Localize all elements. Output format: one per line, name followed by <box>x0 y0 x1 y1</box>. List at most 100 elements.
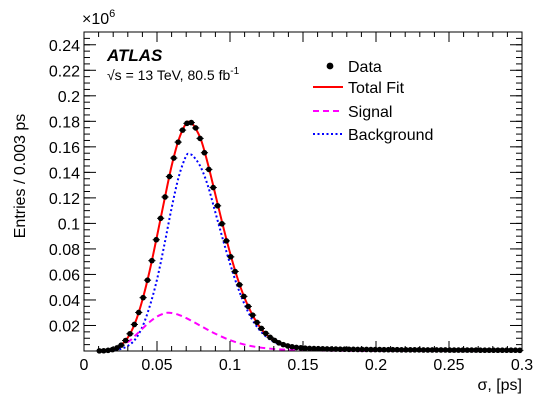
x-tick-label: 0.15 <box>287 357 318 374</box>
data-point <box>166 173 173 180</box>
data-point <box>298 345 304 351</box>
data-point <box>214 202 221 209</box>
data-point <box>446 347 453 353</box>
data-point <box>503 347 510 354</box>
data-point <box>289 343 295 350</box>
data-point <box>227 254 234 260</box>
data-point <box>328 346 335 352</box>
data-points-layer <box>95 119 524 354</box>
data-point <box>451 347 457 353</box>
series-line-background <box>105 152 523 352</box>
data-point <box>293 344 300 351</box>
data-point <box>197 135 203 142</box>
y-tick-label: 0.02 <box>49 318 80 335</box>
y-tick-label: 0.24 <box>49 38 80 55</box>
data-point <box>508 347 514 354</box>
x-tick-label: 0.2 <box>365 357 387 374</box>
legend: Data Total Fit Signal Background <box>313 59 433 144</box>
legend-item-background: Background <box>313 127 433 144</box>
data-point <box>495 347 501 354</box>
data-point <box>192 125 199 131</box>
y-tick-label: 0.06 <box>49 267 80 284</box>
data-point <box>324 346 330 352</box>
data-point <box>254 319 260 326</box>
data-point <box>464 347 471 353</box>
y-tick-label: 0.04 <box>49 293 80 310</box>
data-point <box>455 347 462 353</box>
data-point <box>201 149 208 156</box>
data-point <box>477 347 484 354</box>
data-point <box>460 347 466 353</box>
data-point <box>131 321 138 328</box>
data-point <box>249 312 256 318</box>
x-tick-label: 0.1 <box>219 357 241 374</box>
ticks-layer <box>83 31 523 352</box>
y-tick-label: 0.22 <box>49 63 80 80</box>
y-tick-label: 0.14 <box>49 165 80 182</box>
data-point <box>271 337 278 344</box>
y-tick-label: 0.1 <box>58 216 80 233</box>
data-point <box>170 155 177 161</box>
data-point <box>219 220 225 227</box>
legend-item-data: Data <box>326 59 382 76</box>
data-point <box>144 277 151 283</box>
data-point <box>302 345 308 351</box>
data-point <box>315 345 322 352</box>
data-point <box>127 330 133 337</box>
legend-label-background: Background <box>348 127 433 144</box>
data-point <box>486 347 492 354</box>
data-point <box>284 343 291 349</box>
data-point <box>188 119 195 126</box>
tick-labels-layer: 0 0.05 0.1 0.15 0.2 0.25 0.3 0.02 0.04 0.06 0.08 0.… <box>49 38 533 374</box>
legend-label-data: Data <box>348 59 382 76</box>
x-tick-label: 0 <box>80 357 89 374</box>
data-point <box>499 347 506 354</box>
series-line-signal <box>98 311 523 353</box>
data-point <box>512 347 519 354</box>
data-point <box>490 347 497 354</box>
y-axis-title: Entries / 0.003 ps <box>12 114 29 239</box>
data-point <box>184 120 190 127</box>
y-tick-label: 0.12 <box>49 191 80 208</box>
y-tick-label: 0.16 <box>49 140 80 157</box>
data-point <box>481 347 488 354</box>
data-point <box>241 293 247 300</box>
experiment-label: ATLAS <box>106 46 163 65</box>
data-point <box>175 139 181 145</box>
data-point <box>149 257 155 264</box>
data-point <box>262 330 269 337</box>
data-point <box>473 347 479 353</box>
x-tick-label: 0.05 <box>141 357 172 374</box>
data-point <box>333 346 339 352</box>
data-point <box>232 268 238 275</box>
data-point <box>468 347 475 353</box>
y-tick-label: 0.2 <box>58 89 80 106</box>
data-point <box>311 345 317 352</box>
data-point <box>306 345 313 352</box>
data-point <box>105 347 111 354</box>
data-point <box>140 294 146 301</box>
data-point <box>245 303 252 310</box>
x-tick-label: 0.3 <box>511 357 533 374</box>
y-tick-label: 0.08 <box>49 242 80 259</box>
legend-label-signal: Signal <box>348 104 392 121</box>
data-point <box>236 281 243 288</box>
x-axis-title: σ, [ps] <box>477 377 522 394</box>
data-point <box>267 334 273 341</box>
data-point <box>206 166 212 173</box>
data-point <box>157 215 164 222</box>
data-point <box>153 236 160 243</box>
data-point <box>210 184 217 191</box>
data-point <box>118 342 125 348</box>
legend-item-signal: Signal <box>313 104 392 121</box>
x-tick-label: 0.25 <box>433 357 464 374</box>
data-point <box>122 337 129 344</box>
energy-luminosity-label: √s = 13 TeV, 80.5 fb-1 <box>107 66 240 83</box>
data-point <box>223 238 230 244</box>
data-point <box>135 309 142 316</box>
legend-item-total-fit: Total Fit <box>313 80 405 97</box>
y-tick-label: 0.18 <box>49 114 80 131</box>
legend-label-total-fit: Total Fit <box>348 80 405 97</box>
